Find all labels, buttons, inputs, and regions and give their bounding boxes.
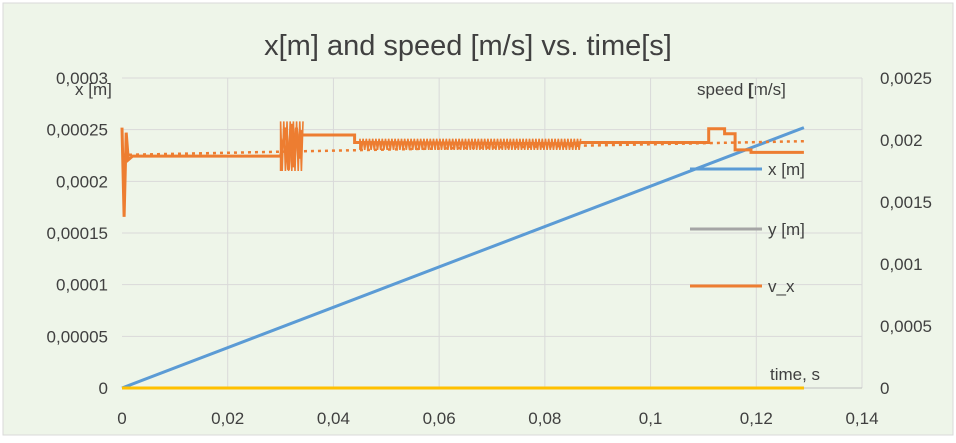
x-tick-label: 0 bbox=[117, 409, 126, 428]
chart-background bbox=[2, 2, 954, 436]
legend-label: x [m] bbox=[768, 160, 805, 179]
y-left-tick-label: 0,00015 bbox=[47, 224, 108, 243]
y-right-tick-label: 0,0005 bbox=[880, 317, 932, 336]
series bbox=[120, 121, 805, 390]
legend: x [m] y [m] v_x bbox=[690, 160, 805, 296]
tick-labels: 0 0,00005 0,0001 0,00015 0,0002 0,00025 0,0003… bbox=[47, 69, 932, 428]
y-right-axis-label-suffix: m/s] bbox=[754, 80, 786, 99]
legend-label: y [m] bbox=[768, 220, 805, 239]
x-tick-label: 0,06 bbox=[423, 409, 456, 428]
series-line-trend bbox=[121, 139, 804, 157]
y-left-tick-label: 0,0001 bbox=[56, 276, 108, 295]
legend-label: v_x bbox=[768, 277, 795, 296]
y-left-tick-label: 0,00005 bbox=[47, 327, 108, 346]
chart-title: x[m] and speed [m/s] vs. time[s] bbox=[264, 30, 672, 62]
x-tick-label: 0,1 bbox=[639, 409, 663, 428]
y-right-tick-label: 0,0015 bbox=[880, 193, 932, 212]
y-left-tick-label: 0 bbox=[99, 379, 108, 398]
y-right-axis-label-bracket: [ bbox=[748, 80, 754, 99]
x-tick-label: 0,14 bbox=[845, 409, 878, 428]
series-line-x-m- bbox=[121, 126, 805, 390]
y-right-tick-label: 0,002 bbox=[880, 131, 923, 150]
y-left-tick-label: 0,0002 bbox=[56, 172, 108, 191]
x-tick-label: 0,04 bbox=[317, 409, 350, 428]
y-left-tick-label: 0,0003 bbox=[56, 69, 108, 88]
y-right-tick-label: 0 bbox=[880, 379, 889, 398]
x-axis-label: time, s bbox=[770, 365, 820, 384]
y-left-axis-label: x [m] bbox=[75, 80, 112, 99]
series-line-v-x bbox=[120, 123, 804, 217]
y-right-axis-label: speed [m/s] bbox=[697, 80, 786, 99]
y-right-tick-label: 0,001 bbox=[880, 255, 923, 274]
x-tick-label: 0,02 bbox=[211, 409, 244, 428]
x-tick-label: 0,12 bbox=[740, 409, 773, 428]
y-left-tick-label: 0,00025 bbox=[47, 121, 108, 140]
y-right-tick-label: 0,0025 bbox=[880, 69, 932, 88]
x-tick-label: 0,08 bbox=[528, 409, 561, 428]
y-right-axis-label-prefix: speed bbox=[697, 80, 748, 99]
